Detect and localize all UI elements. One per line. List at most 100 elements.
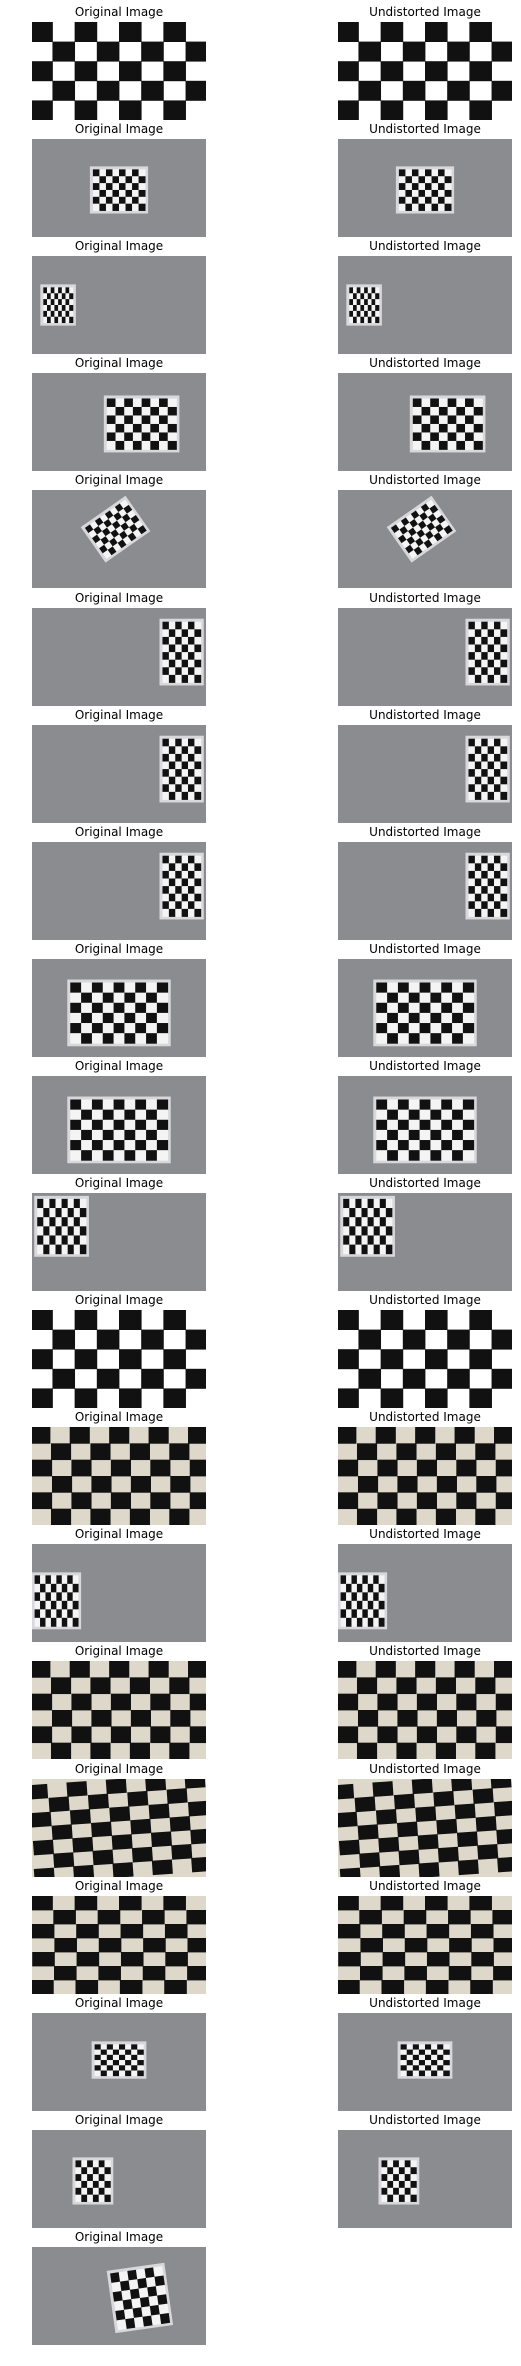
checker-square-light — [487, 652, 495, 661]
checker-square — [188, 784, 195, 793]
checker-square-light — [474, 667, 482, 676]
checker-square — [58, 287, 63, 294]
checker-square — [157, 2294, 168, 2306]
checker-square — [500, 893, 508, 902]
undistorted-image-panel — [338, 1896, 512, 1994]
checker-square-light — [92, 203, 100, 211]
checker-square — [378, 1600, 385, 1610]
checker-square — [188, 855, 195, 864]
checker-square-light — [376, 1129, 388, 1141]
checker-square-light — [419, 1109, 431, 1121]
checker-square — [150, 1693, 171, 1711]
checker-square — [396, 1742, 417, 1759]
checker-square — [495, 1492, 512, 1510]
checker-square-light — [128, 2279, 140, 2291]
original-image-panel — [32, 725, 206, 823]
checker-square-light — [400, 2049, 408, 2056]
checker-square — [476, 1710, 497, 1727]
checker-square — [74, 22, 98, 42]
checker-square — [53, 1910, 76, 1925]
checker-square — [75, 2187, 82, 2196]
checker-square-light — [340, 1617, 347, 1627]
checker-square — [141, 398, 151, 408]
checker-square — [377, 1492, 398, 1510]
checker-square — [181, 863, 189, 872]
checker-square-light — [194, 855, 202, 864]
checker-square — [150, 1831, 173, 1848]
checker-square — [150, 1492, 171, 1510]
checker-square-light — [474, 784, 482, 793]
checker-square-light — [373, 1198, 381, 1209]
checker-square — [356, 299, 361, 306]
checker-square-light — [387, 1119, 399, 1131]
checker-square — [159, 398, 169, 408]
checker-square — [175, 621, 183, 630]
checker-square — [473, 406, 483, 416]
checker-square-light — [412, 440, 422, 450]
checker-square-light — [70, 1129, 82, 1141]
checker-square — [194, 674, 202, 683]
checker-square-light — [360, 310, 365, 318]
checker-square — [165, 1952, 188, 1967]
checker-square — [396, 1821, 419, 1838]
checker-square-light — [398, 176, 406, 184]
checker-square — [385, 1208, 393, 1218]
checker-square — [40, 1600, 46, 1610]
checker-square-light — [56, 1617, 63, 1627]
checker-square — [398, 196, 406, 205]
checker-square-light — [91, 1012, 104, 1024]
checker-square — [162, 870, 170, 879]
checker-square-light — [378, 1575, 385, 1585]
checker-square — [475, 1677, 496, 1695]
checker-square-light — [378, 1592, 385, 1602]
checker-square — [194, 644, 202, 653]
checker-square — [32, 1661, 51, 1678]
checker-square — [141, 41, 164, 62]
checker-square — [356, 1677, 378, 1695]
checker-square-light — [500, 667, 508, 676]
checker-square — [32, 1924, 55, 1939]
checker-square-light — [159, 423, 169, 433]
checker-square — [37, 1235, 44, 1246]
checkerboard — [32, 1310, 206, 1408]
original-image-title: Original Image — [74, 1059, 164, 1073]
checker-square — [74, 100, 98, 120]
checker-square — [125, 2070, 132, 2077]
checker-square — [129, 1508, 150, 1525]
checker-square-light — [81, 2160, 88, 2168]
checker-square — [194, 629, 202, 638]
checker-square — [338, 22, 359, 42]
checker-square-light — [138, 183, 146, 191]
checker-square — [438, 440, 449, 450]
checker-square — [496, 1828, 512, 1845]
checker-square-light — [124, 440, 134, 450]
checker-square — [454, 1803, 476, 1820]
checker-square — [338, 1980, 360, 1994]
checker-square-light — [188, 776, 195, 785]
checker-square-light — [43, 1198, 50, 1209]
checker-square — [137, 2277, 148, 2289]
checker-square — [343, 1235, 350, 1246]
checker-square — [175, 784, 183, 793]
checker-square-light — [162, 644, 170, 653]
checker-square-light — [168, 738, 176, 747]
checker-square-light — [69, 299, 74, 306]
checker-square — [437, 2044, 444, 2050]
checker-square — [50, 1677, 72, 1695]
checker-square-light — [468, 863, 476, 872]
checker-square — [181, 674, 189, 683]
undistorted-image-panel — [338, 959, 512, 1057]
checker-square — [354, 1796, 376, 1813]
checker-square — [411, 183, 419, 191]
checker-square — [168, 746, 176, 755]
checker-square-light — [194, 886, 202, 895]
checker-square — [79, 1226, 87, 1236]
checker-square — [387, 1129, 399, 1141]
checker-square-light — [141, 2306, 152, 2318]
checker-square — [124, 1012, 136, 1024]
checker-square-light — [473, 415, 483, 425]
checker-square-light — [360, 287, 365, 294]
checkerboard — [338, 1779, 512, 1877]
checker-square-light — [162, 776, 170, 785]
checker-square-light — [100, 2044, 108, 2050]
